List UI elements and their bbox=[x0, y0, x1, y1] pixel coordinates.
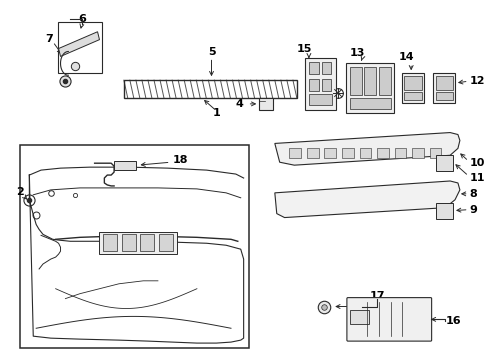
FancyBboxPatch shape bbox=[122, 234, 135, 251]
FancyBboxPatch shape bbox=[349, 98, 390, 109]
Polygon shape bbox=[59, 32, 99, 57]
Text: 10: 10 bbox=[468, 158, 484, 168]
FancyBboxPatch shape bbox=[103, 234, 117, 251]
FancyBboxPatch shape bbox=[435, 76, 452, 90]
FancyBboxPatch shape bbox=[308, 79, 318, 91]
FancyBboxPatch shape bbox=[394, 148, 406, 158]
FancyBboxPatch shape bbox=[349, 310, 368, 324]
FancyBboxPatch shape bbox=[346, 63, 393, 113]
FancyBboxPatch shape bbox=[346, 298, 431, 341]
FancyBboxPatch shape bbox=[378, 67, 390, 95]
FancyBboxPatch shape bbox=[404, 92, 421, 100]
FancyBboxPatch shape bbox=[321, 79, 331, 91]
FancyBboxPatch shape bbox=[159, 234, 172, 251]
FancyBboxPatch shape bbox=[401, 73, 423, 103]
FancyBboxPatch shape bbox=[306, 148, 318, 158]
FancyBboxPatch shape bbox=[324, 148, 335, 158]
FancyBboxPatch shape bbox=[321, 62, 331, 74]
FancyBboxPatch shape bbox=[435, 92, 452, 100]
Text: 4: 4 bbox=[235, 99, 243, 109]
FancyBboxPatch shape bbox=[432, 73, 454, 103]
FancyBboxPatch shape bbox=[429, 148, 441, 158]
FancyBboxPatch shape bbox=[289, 148, 301, 158]
FancyBboxPatch shape bbox=[376, 148, 388, 158]
FancyBboxPatch shape bbox=[435, 155, 452, 171]
FancyBboxPatch shape bbox=[308, 62, 318, 74]
FancyBboxPatch shape bbox=[140, 234, 154, 251]
Text: 9: 9 bbox=[468, 204, 476, 215]
Text: 16: 16 bbox=[445, 316, 460, 327]
Polygon shape bbox=[274, 181, 459, 217]
FancyBboxPatch shape bbox=[349, 67, 361, 95]
FancyBboxPatch shape bbox=[341, 148, 353, 158]
Text: 15: 15 bbox=[296, 44, 311, 54]
Text: 18: 18 bbox=[172, 155, 188, 165]
FancyBboxPatch shape bbox=[305, 58, 335, 110]
FancyBboxPatch shape bbox=[435, 203, 452, 219]
Text: 3: 3 bbox=[381, 86, 389, 96]
FancyBboxPatch shape bbox=[20, 145, 248, 348]
Text: 2: 2 bbox=[16, 187, 23, 197]
Text: 13: 13 bbox=[349, 49, 365, 58]
Text: 11: 11 bbox=[468, 173, 484, 183]
Text: 14: 14 bbox=[398, 53, 413, 62]
FancyBboxPatch shape bbox=[364, 67, 375, 95]
Text: 6: 6 bbox=[78, 14, 86, 24]
Text: 12: 12 bbox=[468, 76, 484, 86]
FancyBboxPatch shape bbox=[411, 148, 423, 158]
FancyBboxPatch shape bbox=[114, 161, 135, 170]
Text: 5: 5 bbox=[207, 46, 215, 57]
FancyBboxPatch shape bbox=[99, 233, 177, 254]
Polygon shape bbox=[274, 132, 459, 165]
Text: 17: 17 bbox=[368, 291, 384, 301]
Text: 8: 8 bbox=[468, 189, 476, 199]
FancyBboxPatch shape bbox=[308, 94, 332, 105]
FancyBboxPatch shape bbox=[359, 148, 370, 158]
FancyBboxPatch shape bbox=[404, 76, 421, 90]
Text: 7: 7 bbox=[45, 33, 53, 44]
Text: 1: 1 bbox=[212, 108, 220, 118]
FancyBboxPatch shape bbox=[259, 98, 272, 110]
